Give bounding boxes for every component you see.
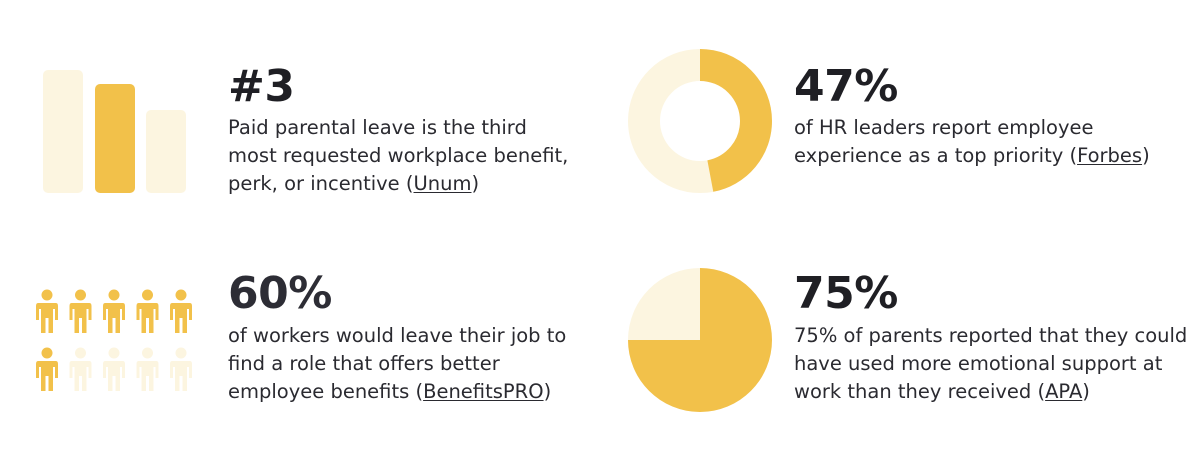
person-icon <box>103 289 125 333</box>
people-icon <box>36 289 192 391</box>
person-icon <box>170 347 192 391</box>
stat-description: of workers would leave their job to find… <box>228 322 568 406</box>
stat-description-end: ) <box>543 380 552 403</box>
bar-2 <box>95 84 135 193</box>
person-icon <box>136 347 159 391</box>
stat-value: 47% <box>794 61 898 112</box>
bar-3 <box>146 110 186 193</box>
stat-description-end: ) <box>471 172 480 195</box>
stat-description-end: ) <box>1142 144 1150 167</box>
person-icon <box>36 289 58 333</box>
stat-value: 60% <box>228 268 332 319</box>
bar-1 <box>43 70 83 193</box>
source-link-forbes[interactable]: Forbes <box>1077 144 1143 167</box>
donut-fill <box>628 49 772 193</box>
source-link-apa[interactable]: APA <box>1045 380 1083 403</box>
stat-description-text: of HR leaders report employee experience… <box>794 116 1094 167</box>
stat-description-text: of workers would leave their job to find… <box>228 324 567 403</box>
stat-description-end: ) <box>1082 380 1090 403</box>
stat-value: 75% <box>794 268 898 319</box>
stat-description: of HR leaders report employee experience… <box>794 114 1184 170</box>
person-icon <box>170 289 192 333</box>
person-icon <box>103 347 125 391</box>
stat-description-text: 75% of parents reported that they could … <box>794 324 1188 403</box>
person-icon <box>69 289 92 333</box>
stat-description-text: Paid parental leave is the third most re… <box>228 116 569 195</box>
pie-slice <box>628 268 772 412</box>
source-link-benefitspro[interactable]: BenefitsPRO <box>423 380 544 403</box>
person-icon <box>136 289 159 333</box>
donut-chart-icon <box>628 49 772 193</box>
person-icon <box>69 347 92 391</box>
bar-chart-icon <box>43 70 186 193</box>
stat-value: #3 <box>228 61 295 112</box>
person-icon <box>36 347 58 391</box>
stat-description: 75% of parents reported that they could … <box>794 322 1189 406</box>
source-link-unum[interactable]: Unum <box>413 172 472 195</box>
pie-chart-icon <box>628 268 772 412</box>
stat-description: Paid parental leave is the third most re… <box>228 114 578 198</box>
